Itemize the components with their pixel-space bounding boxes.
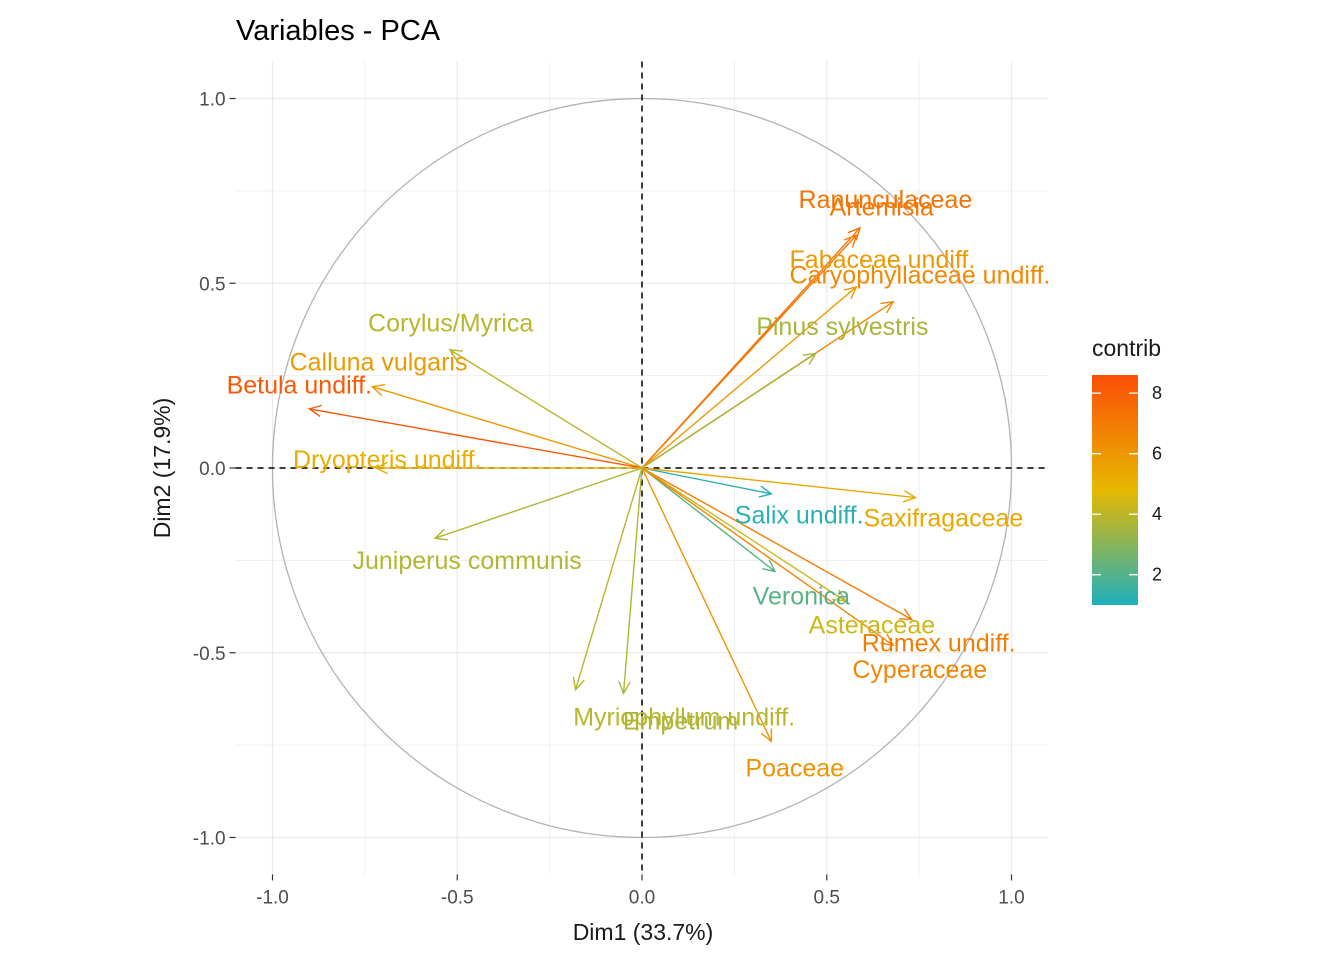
variable-label: Poaceae: [745, 755, 844, 783]
y-tick-label: 0.0: [199, 459, 225, 480]
x-tick-label: -1.0: [256, 887, 289, 908]
x-tick-label: -0.5: [441, 887, 474, 908]
variable-label: Betula undiff.: [227, 371, 372, 399]
contrib-legend: contrib 8 6 4 2: [1092, 335, 1162, 605]
y-axis-title: Dim2 (17.9%): [149, 398, 175, 539]
variable-arrow: [641, 286, 857, 469]
variable-label: Calluna vulgaris: [290, 348, 468, 376]
variable-label: Ranunculaceae: [799, 186, 973, 214]
axis-ticks: -1.0 -0.5 0.0 0.5 1.0 1.0 0.5 0.0 -0.5 -1.0: [193, 90, 1025, 909]
x-axis-title: Dim1 (33.7%): [573, 919, 714, 945]
variable-arrow: [309, 408, 643, 469]
variable-label: Cyperaceae: [852, 656, 987, 684]
arrow-head: [762, 559, 777, 573]
arrow-head: [847, 226, 862, 241]
variable-label: Artemisia: [830, 193, 934, 221]
x-tick-label: 0.0: [629, 887, 655, 908]
arrow-head: [843, 234, 858, 248]
variable-label: Juniperus communis: [353, 547, 582, 575]
variable-label: Veronica: [753, 582, 850, 610]
arrow-head: [880, 633, 895, 647]
arrow-head: [898, 608, 914, 621]
legend-tick-label: 8: [1152, 383, 1162, 403]
variable-arrow: [641, 467, 894, 646]
variable-label: Salix undiff.: [735, 501, 864, 529]
variable-arrow: [641, 467, 916, 499]
arrow-head: [307, 404, 323, 418]
y-tick-label: 1.0: [199, 90, 225, 111]
legend-title: contrib: [1092, 335, 1161, 361]
variable-arrow: [641, 467, 913, 621]
arrow-head: [448, 348, 463, 362]
variable-arrow: [641, 352, 817, 469]
arrow-head: [618, 681, 631, 696]
variable-arrow: [641, 467, 846, 602]
arrow-head: [802, 352, 818, 365]
variable-label: Pinus sylvestris: [756, 313, 928, 341]
arrow-head: [880, 300, 895, 314]
variable-label: Dryopteris undiff.: [293, 446, 482, 474]
arrow-head: [843, 285, 858, 300]
variable-label: Saxifragaceae: [863, 504, 1023, 532]
variable-arrow: [372, 386, 643, 469]
variable-label: Empetrum: [623, 707, 738, 735]
x-tick-label: 0.5: [814, 887, 840, 908]
arrow-head: [572, 676, 585, 692]
legend-tick-label: 4: [1152, 504, 1162, 524]
arrow-head: [433, 528, 449, 541]
variable-label: Myriophyllum undiff.: [573, 703, 795, 731]
legend-tick-label: 2: [1152, 565, 1162, 585]
variable-arrow: [641, 467, 772, 495]
arrow-head: [374, 461, 388, 475]
x-tick-label: 1.0: [998, 887, 1024, 908]
arrow-head: [832, 589, 847, 602]
variable-arrow: [622, 467, 643, 694]
variable-label: Caryophyllaceae undiff.: [790, 261, 1051, 289]
variable-label: Fabaceae undiff.: [790, 246, 976, 274]
arrow-head: [760, 728, 773, 743]
reference-lines: [235, 61, 1049, 875]
y-tick-label: 0.5: [199, 274, 225, 295]
variable-arrow: [641, 467, 776, 573]
variable-arrow: [449, 349, 643, 469]
variable-label: Rumex undiff.: [862, 629, 1016, 657]
variable-label: Corylus/Myrica: [368, 310, 533, 338]
variable-arrow: [641, 467, 772, 742]
variable-label: Asteraceae: [809, 611, 935, 639]
variable-arrow: [434, 467, 643, 539]
arrow-head: [902, 490, 918, 503]
y-tick-label: -1.0: [193, 829, 226, 850]
legend-tick-label: 6: [1152, 444, 1162, 464]
variable-arrow: [574, 467, 643, 690]
arrow-head: [758, 485, 773, 498]
legend-colorbar: [1092, 375, 1138, 605]
arrow-head: [370, 383, 386, 397]
variable-arrows: [307, 226, 918, 743]
chart-title: Variables - PCA: [236, 15, 441, 47]
variable-arrow: [641, 234, 857, 469]
y-tick-label: -0.5: [193, 644, 226, 665]
